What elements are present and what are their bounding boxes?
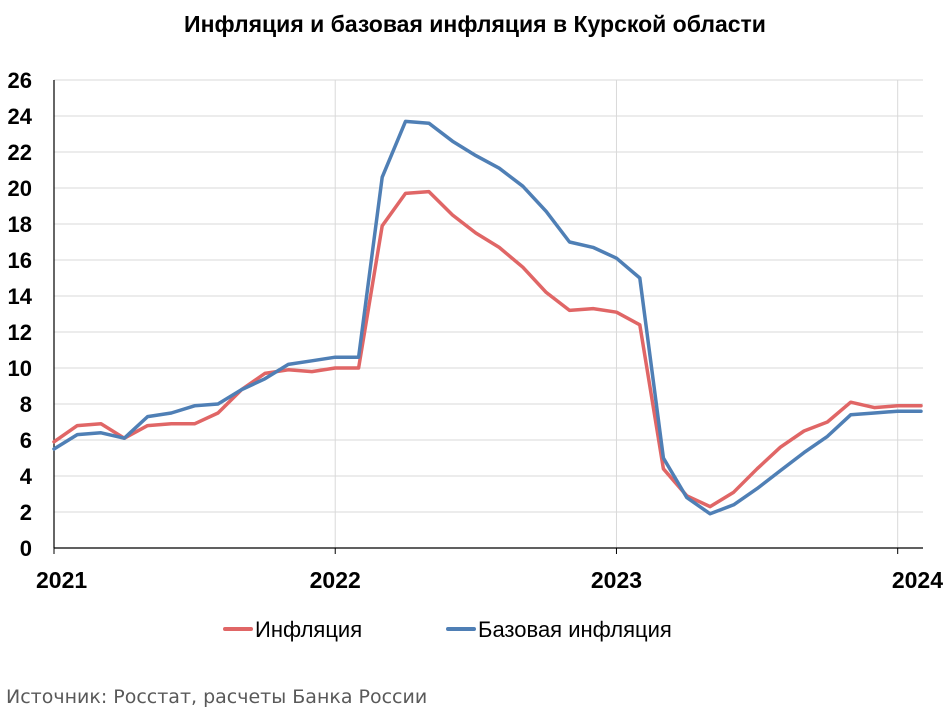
y-tick-label: 26 [8,68,32,93]
y-tick-label: 18 [8,212,32,237]
chart-title: Инфляция и базовая инфляция в Курской об… [184,11,766,37]
y-tick-label: 6 [20,428,32,453]
y-tick-label: 22 [8,140,32,165]
x-tick-label: 2023 [591,567,642,593]
gridlines [54,79,923,548]
x-tick-label: 2021 [36,567,87,593]
series-line-2 [52,119,923,516]
y-tick-label: 14 [8,284,33,309]
legend: Инфляция Базовая инфляция [223,617,672,642]
y-tick-label: 24 [8,104,33,129]
series-lines [52,119,923,516]
y-tick-label: 0 [20,536,32,561]
y-tick-label: 8 [20,392,32,417]
legend-label-2: Базовая инфляция [478,617,672,642]
series-line-1 [52,189,923,509]
y-tick-label: 16 [8,248,32,273]
y-tick-label: 2 [20,500,32,525]
y-tick-label: 12 [8,320,32,345]
y-tick-label: 10 [8,356,32,381]
legend-label-1: Инфляция [255,617,362,642]
y-tick-label: 20 [8,176,32,201]
x-tick-label: 2024 [892,567,943,593]
y-tick-label: 4 [20,464,33,489]
source-note: Источник: Росстат, расчеты Банка России [6,686,427,708]
x-tick-label: 2022 [310,567,361,593]
